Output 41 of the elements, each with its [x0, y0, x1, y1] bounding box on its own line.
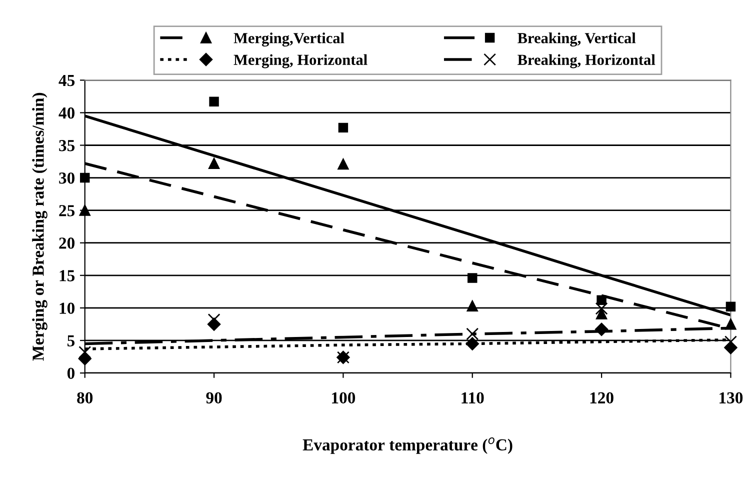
legend-label: Breaking, Horizontal — [518, 54, 656, 68]
y-tick-label: 0 — [67, 368, 75, 379]
point — [209, 96, 219, 107]
point — [594, 322, 608, 336]
x-tick-label: 90 — [206, 392, 222, 404]
point — [466, 300, 478, 312]
y-tick-label: 40 — [58, 107, 75, 119]
y-tick-label: 35 — [59, 140, 75, 152]
y-tick-label: 45 — [58, 74, 75, 86]
point — [80, 172, 90, 183]
y-tick-label: 10 — [60, 302, 75, 314]
point — [596, 308, 608, 320]
legend-label: Merging, Horizontal — [234, 54, 368, 68]
x-tick-label: 100 — [332, 392, 356, 404]
y-tick-label: 20 — [59, 238, 75, 249]
point — [78, 346, 92, 358]
y-axis-title: Merging or Breaking rate (times/min) — [32, 92, 48, 361]
point — [466, 328, 479, 340]
point — [338, 158, 349, 170]
point — [208, 313, 220, 326]
y-tick-label: 30 — [59, 172, 75, 184]
legend-label: Breaking, Vertical — [518, 32, 636, 47]
point — [338, 122, 348, 133]
point — [468, 273, 478, 283]
y-tick-label: 15 — [60, 270, 75, 282]
x-tick-label: 80 — [77, 392, 93, 404]
point — [725, 318, 736, 330]
point — [724, 336, 737, 348]
point — [79, 204, 90, 216]
x-tick-label: 130 — [720, 392, 743, 404]
point — [726, 302, 736, 312]
point — [466, 337, 479, 350]
point — [595, 302, 608, 315]
point — [596, 295, 606, 305]
legend-label: Merging,Vertical — [234, 32, 344, 47]
x-tick-label: 110 — [462, 392, 484, 404]
x-tick-label: 120 — [590, 392, 614, 404]
point — [208, 158, 220, 170]
x-axis-title: Evaporator temperature ($^{o}$C) — [302, 437, 512, 454]
y-tick-label: 5 — [67, 335, 75, 346]
y-tick-label: 25 — [59, 205, 75, 216]
